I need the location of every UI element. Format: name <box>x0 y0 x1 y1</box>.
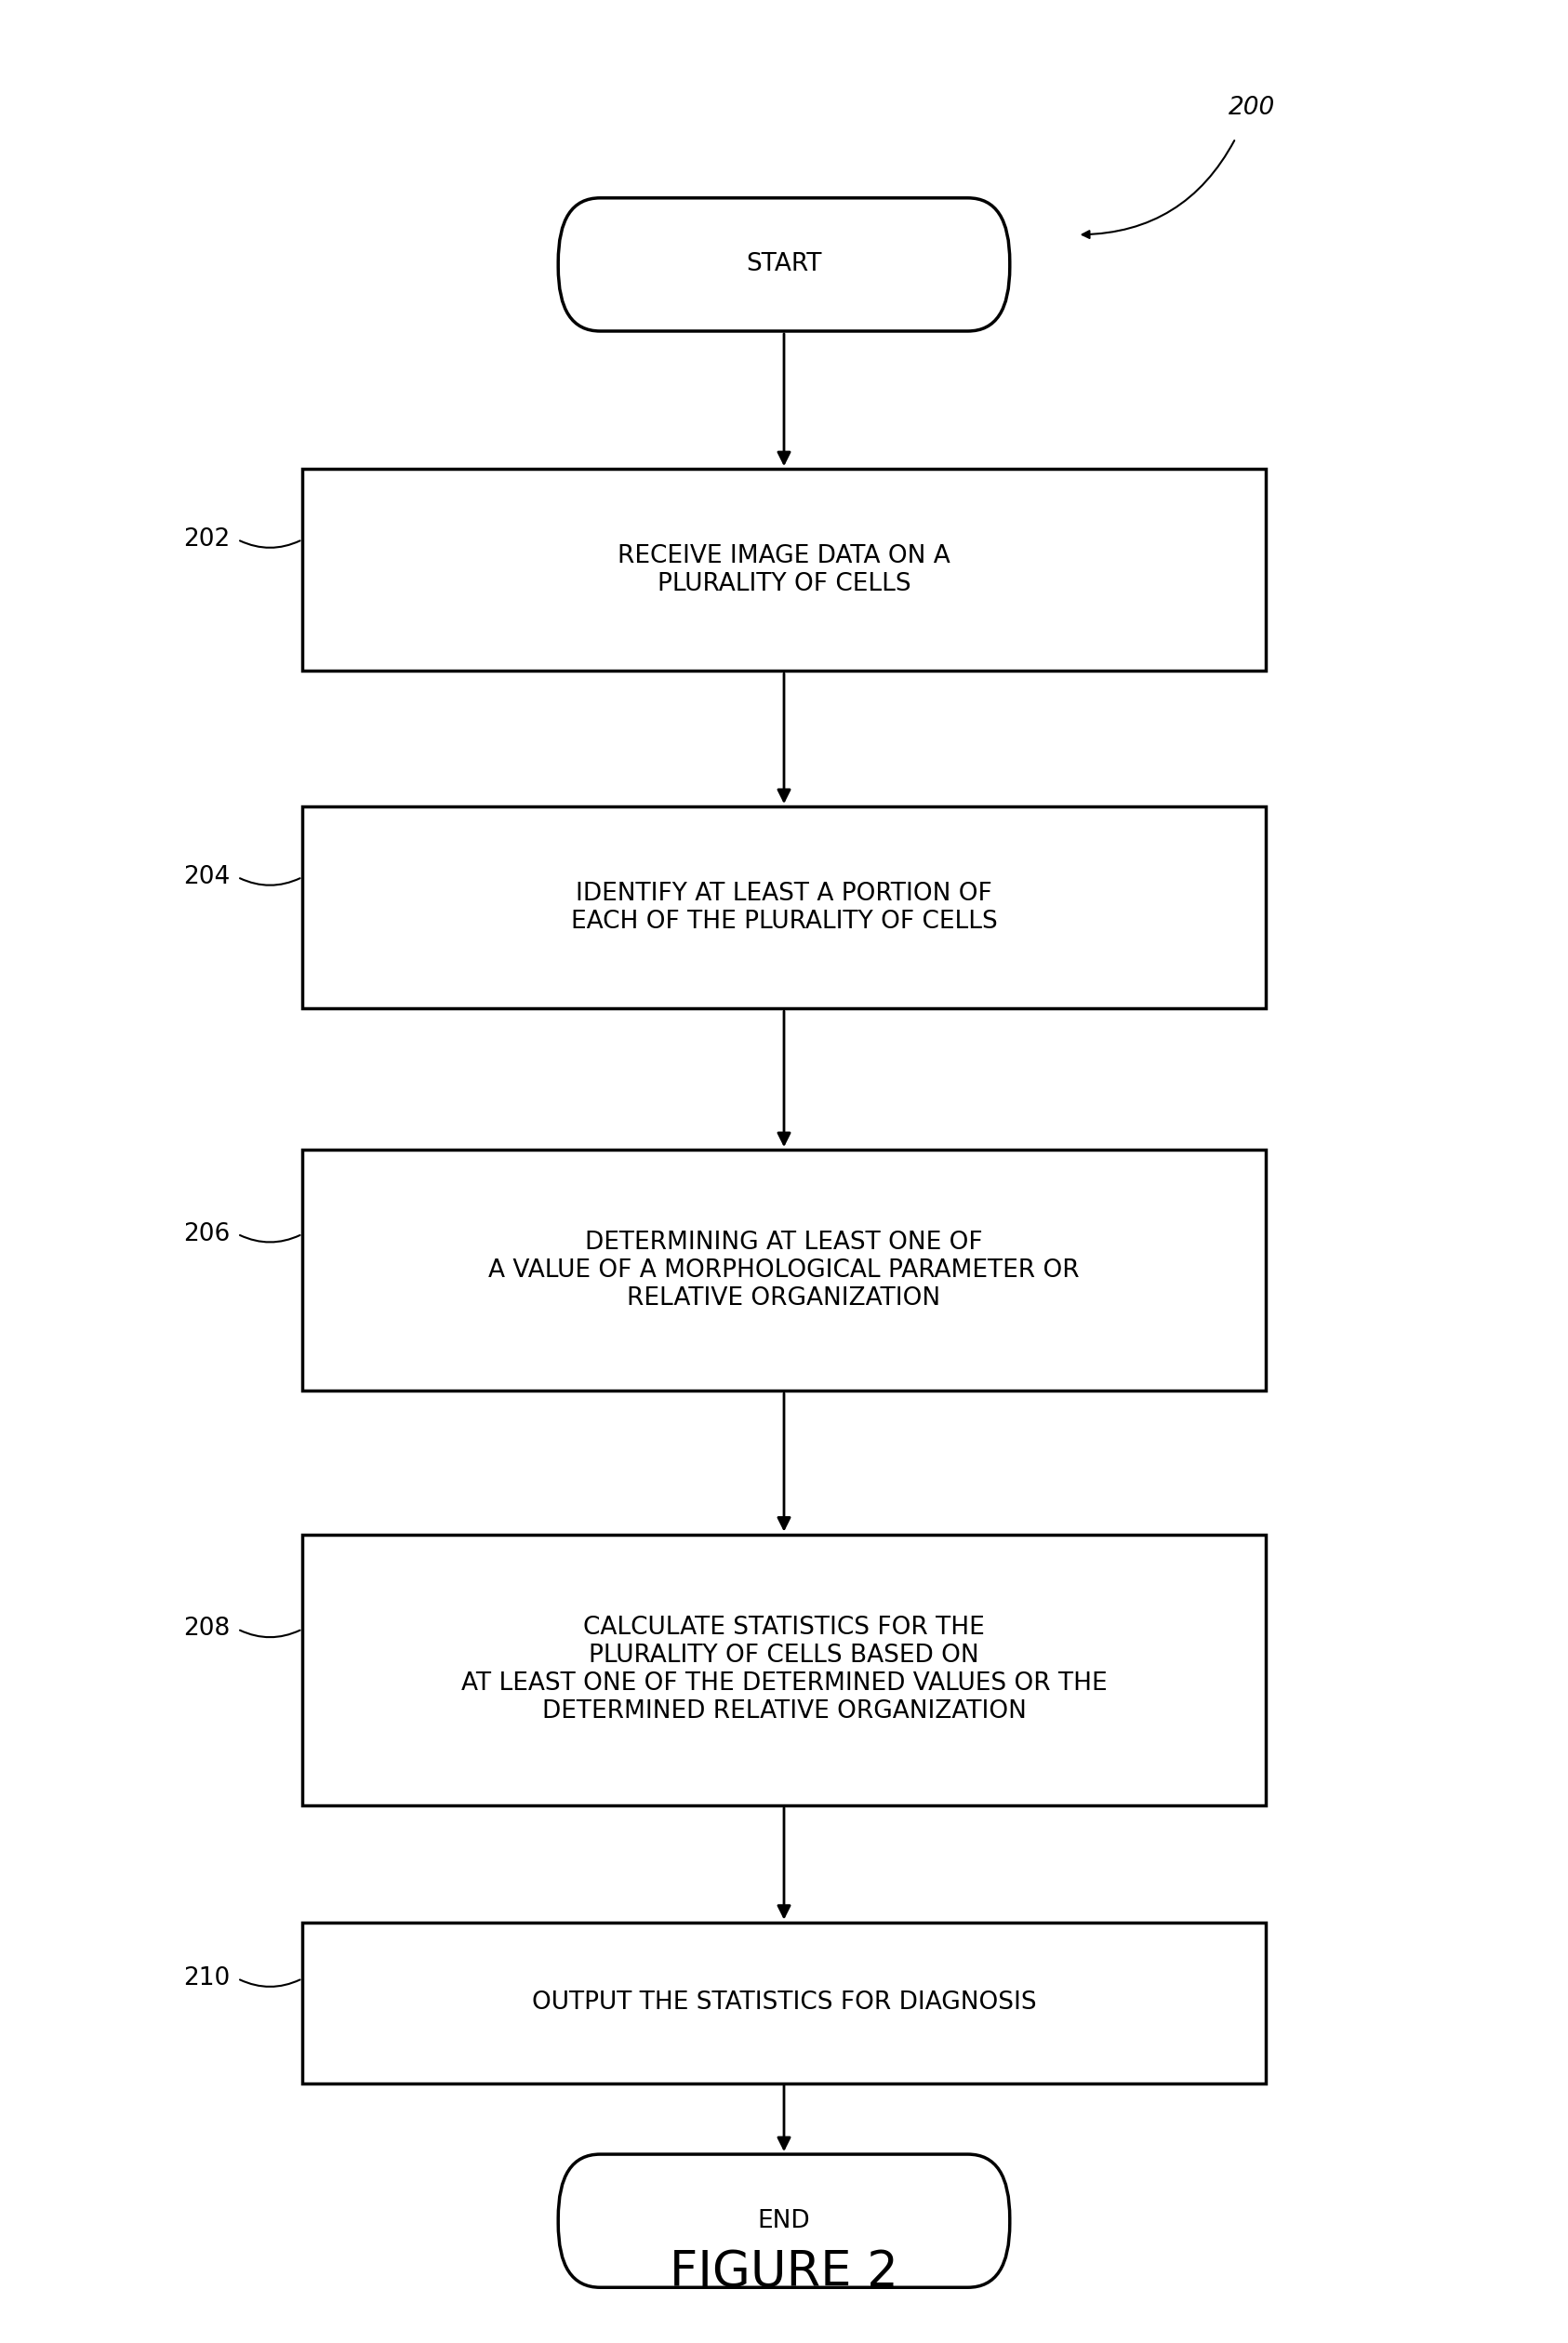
FancyBboxPatch shape <box>303 1535 1265 1804</box>
Text: START: START <box>746 253 822 276</box>
Text: IDENTIFY AT LEAST A PORTION OF
EACH OF THE PLURALITY OF CELLS: IDENTIFY AT LEAST A PORTION OF EACH OF T… <box>571 881 997 933</box>
Text: END: END <box>757 2209 811 2233</box>
Text: 204: 204 <box>183 865 230 890</box>
Text: 202: 202 <box>183 527 230 551</box>
Text: 208: 208 <box>183 1617 230 1640</box>
Text: CALCULATE STATISTICS FOR THE
PLURALITY OF CELLS BASED ON
AT LEAST ONE OF THE DET: CALCULATE STATISTICS FOR THE PLURALITY O… <box>461 1617 1107 1724</box>
Text: 200: 200 <box>1228 96 1275 119</box>
FancyBboxPatch shape <box>303 1921 1265 2083</box>
FancyBboxPatch shape <box>303 806 1265 1007</box>
Text: OUTPUT THE STATISTICS FOR DIAGNOSIS: OUTPUT THE STATISTICS FOR DIAGNOSIS <box>532 1992 1036 2015</box>
Text: RECEIVE IMAGE DATA ON A
PLURALITY OF CELLS: RECEIVE IMAGE DATA ON A PLURALITY OF CEL… <box>618 544 950 595</box>
Text: 206: 206 <box>183 1223 230 1246</box>
FancyBboxPatch shape <box>303 1150 1265 1392</box>
FancyBboxPatch shape <box>558 2153 1010 2287</box>
Text: DETERMINING AT LEAST ONE OF
A VALUE OF A MORPHOLOGICAL PARAMETER OR
RELATIVE ORG: DETERMINING AT LEAST ONE OF A VALUE OF A… <box>488 1230 1080 1310</box>
FancyBboxPatch shape <box>558 197 1010 330</box>
Text: 210: 210 <box>183 1966 230 1992</box>
Text: FIGURE 2: FIGURE 2 <box>670 2249 898 2296</box>
FancyBboxPatch shape <box>303 469 1265 670</box>
